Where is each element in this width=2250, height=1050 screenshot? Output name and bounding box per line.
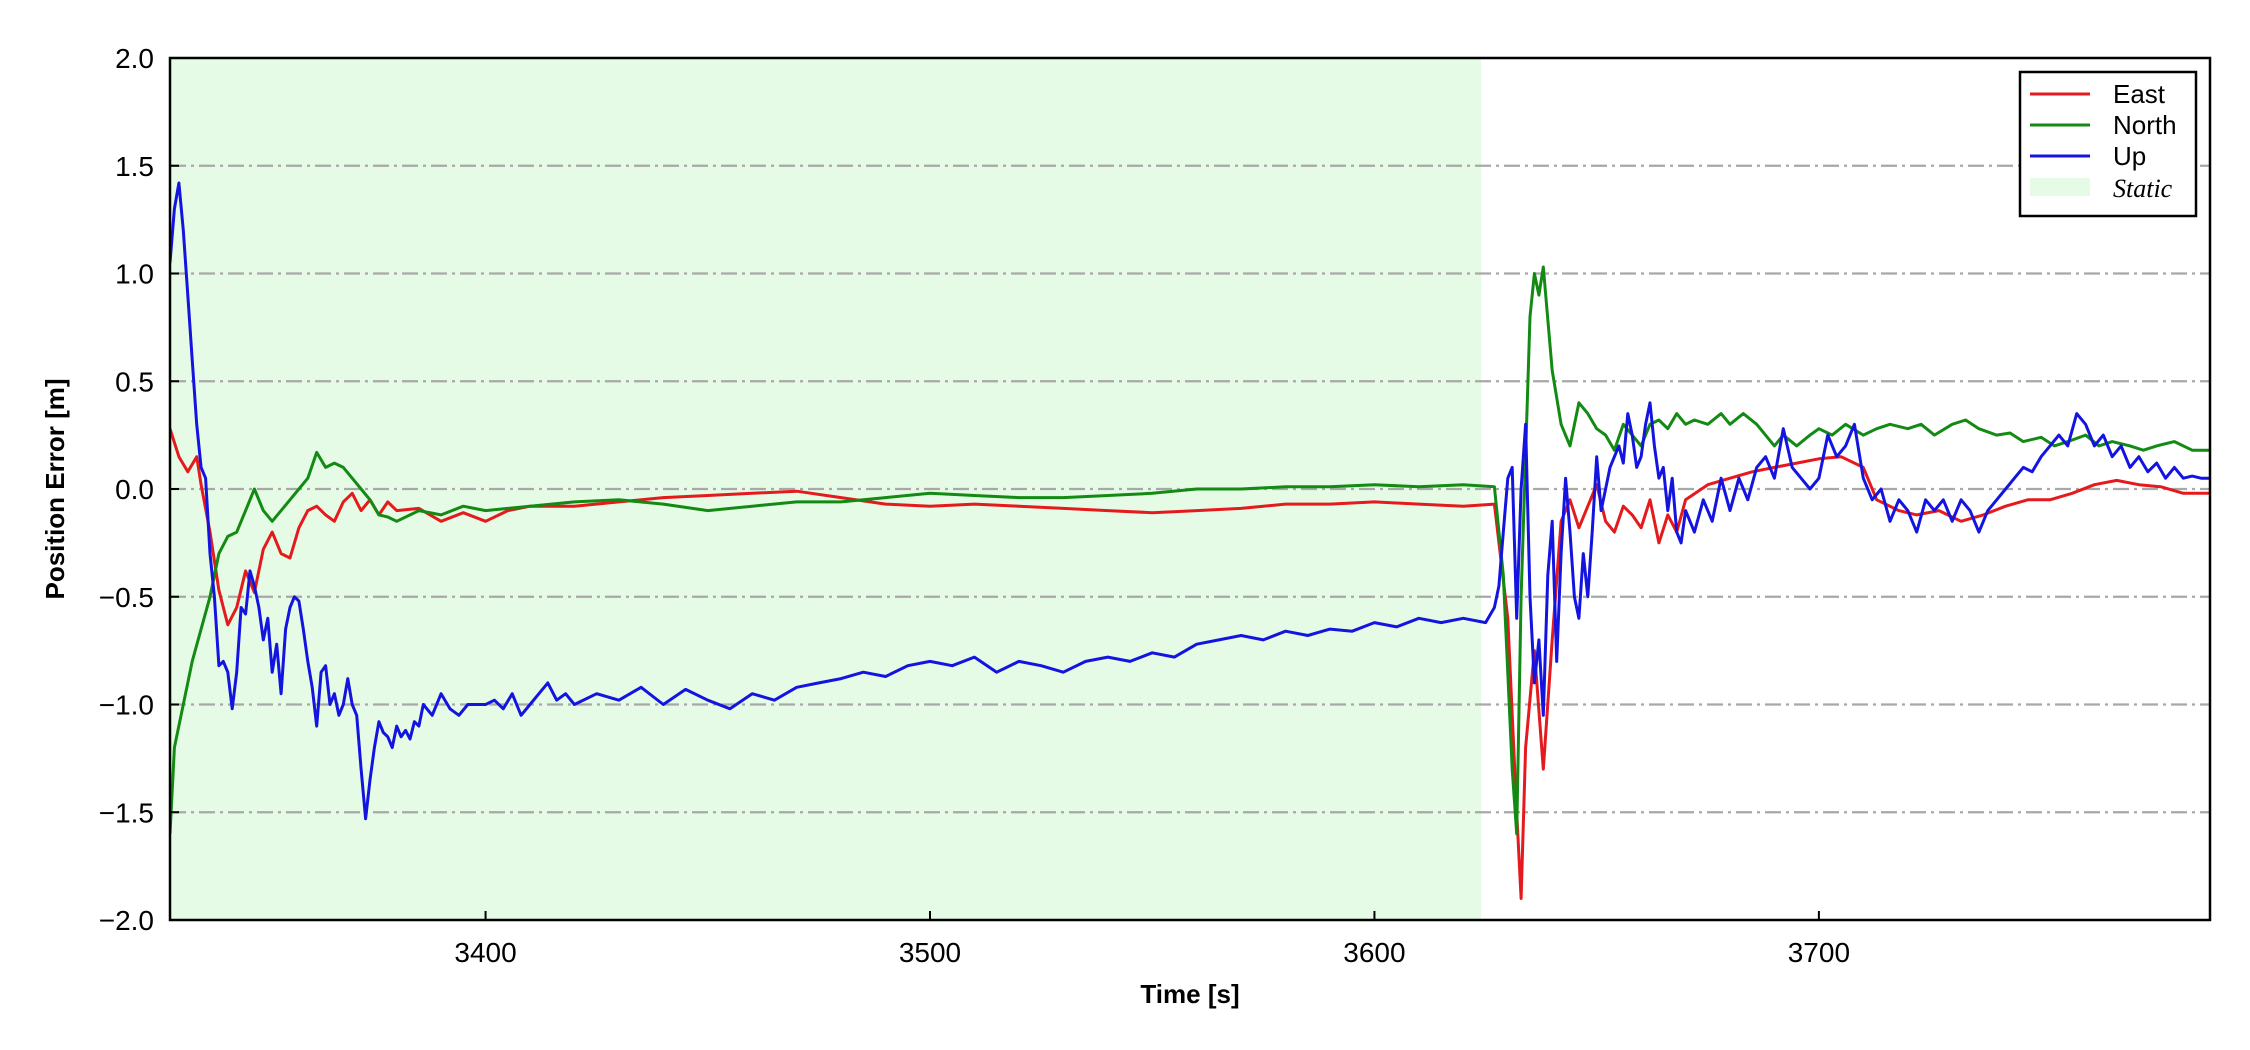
legend-east-label: East	[2113, 79, 2166, 109]
x-tick-label: 3600	[1343, 937, 1405, 968]
series-line-up	[170, 181, 2210, 821]
y-tick-label: 0.0	[115, 474, 154, 505]
x-tick-label: 3700	[1788, 937, 1850, 968]
y-tick-label: −1.0	[99, 690, 154, 721]
legend-north-label: North	[2113, 110, 2177, 140]
y-axis-label: Position Error [m]	[40, 378, 70, 599]
x-tick-label: 3500	[899, 937, 961, 968]
series-line-north	[170, 265, 2210, 836]
y-tick-label: 2.0	[115, 43, 154, 74]
y-tick-label: 1.0	[115, 259, 154, 290]
y-tick-label: −2.0	[99, 905, 154, 936]
y-tick-label: −0.5	[99, 582, 154, 613]
y-tick-label: 0.5	[115, 366, 154, 397]
y-tick-label: 1.5	[115, 151, 154, 182]
x-axis-label: Time [s]	[1140, 979, 1239, 1009]
legend-static-label: Static	[2113, 174, 2173, 203]
axis-ticks: 3400 3500 3600 3700 2.0 1.5 1.0 0.5 0.0 −0.5 −1.0 −…	[99, 43, 1850, 968]
y-tick-label: −1.5	[99, 797, 154, 828]
series-lines	[170, 181, 2210, 900]
legend: East North Up Static	[2018, 70, 2198, 218]
series-line-east	[170, 428, 2210, 900]
legend-static-swatch	[2030, 178, 2090, 196]
legend-up-label: Up	[2113, 141, 2146, 171]
x-tick-label: 3400	[454, 937, 516, 968]
